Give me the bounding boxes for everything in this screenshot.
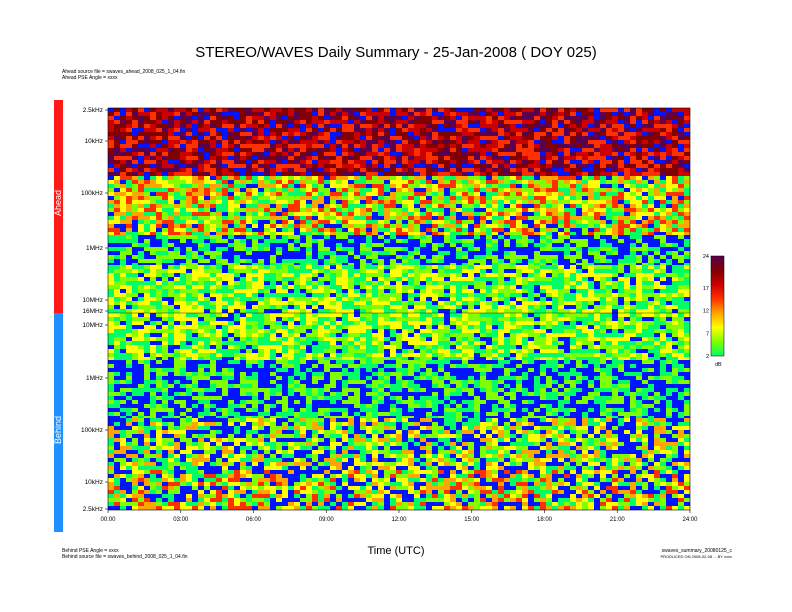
behind-y-tick-label: 10MHz xyxy=(82,322,103,329)
chart-title: STEREO/WAVES Daily Summary - 25-Jan-2008… xyxy=(195,44,597,61)
behind-y-tick-label: 100kHz xyxy=(81,427,103,434)
ahead-y-tick-label: 100kHz xyxy=(81,190,103,197)
colorbar-unit-label: dB xyxy=(715,362,722,368)
ahead-pse-angle-label: Ahead PSE Angle = xxxx xyxy=(62,75,118,81)
colorbar-tick-label: 12 xyxy=(703,309,709,315)
x-tick-label: 21:00 xyxy=(610,517,626,523)
behind-pse-angle-label: Behind PSE Angle = xxxx xyxy=(62,548,119,554)
behind-y-tick-label: 10kHz xyxy=(85,479,103,486)
x-tick-label: 09:00 xyxy=(319,517,335,523)
x-tick-label: 00:00 xyxy=(100,517,116,523)
ahead-y-tick-label: 2.5kHz xyxy=(83,107,103,114)
ahead-source-file-label: Ahead source file = swaves_ahead_2008_02… xyxy=(62,69,186,75)
ahead-y-tick-label: 1MHz xyxy=(86,245,103,252)
ahead-y-tick-label: 16MHz xyxy=(82,308,103,315)
x-tick-label: 03:00 xyxy=(173,517,189,523)
x-tick-label: 18:00 xyxy=(537,517,553,523)
summary-file-label: swaves_summary_20080125_c xyxy=(661,548,732,554)
x-tick-label: 06:00 xyxy=(246,517,262,523)
ahead-y-tick-label: 10kHz xyxy=(85,138,103,145)
behind-y-tick-label: 1MHz xyxy=(86,375,103,382)
x-axis-label: Time (UTC) xyxy=(367,545,425,557)
colorbar-tick-label: 2 xyxy=(706,354,709,360)
ahead-sidebar: Ahead xyxy=(53,100,63,313)
colorbar xyxy=(710,255,725,357)
x-tick-label: 15:00 xyxy=(464,517,480,523)
colorbar-tick-label: 17 xyxy=(703,286,709,292)
behind-y-tick-label: 2.5kHz xyxy=(83,506,103,513)
behind-source-file-label: Behind source file = swaves_behind_2008_… xyxy=(62,554,188,560)
x-tick-label: 12:00 xyxy=(391,517,407,523)
colorbar-tick-label: 7 xyxy=(706,331,709,337)
x-tick-label: 24:00 xyxy=(682,517,698,523)
ahead-y-tick-label: 10MHz xyxy=(82,297,103,304)
behind-sidebar: Behind xyxy=(53,313,63,532)
colorbar-tick-label: 24 xyxy=(703,254,709,260)
spectrogram-texture xyxy=(108,108,690,510)
produced-on-label: PRODUCED ON 2008-02-08 ... BY xxxx xyxy=(660,554,732,559)
